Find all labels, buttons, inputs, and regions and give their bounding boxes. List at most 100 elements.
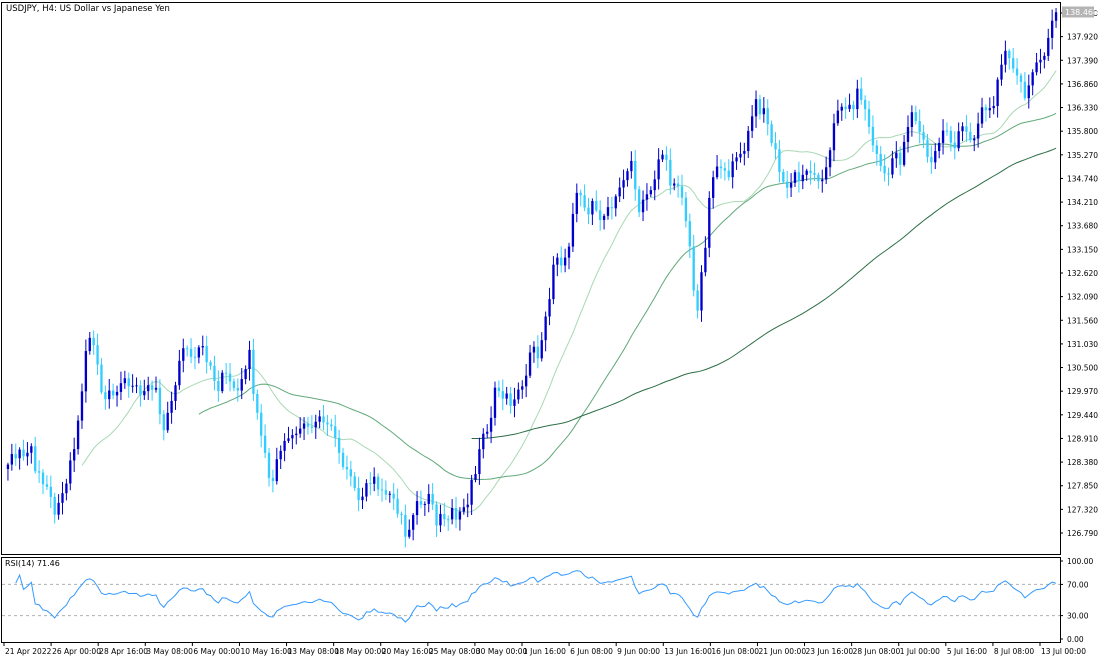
candle-bull [563,257,567,266]
candle-bear [930,157,933,163]
candle-bear [49,486,52,497]
candle-bull [30,446,33,453]
candle-bull [170,400,173,413]
candle-bull [1050,20,1054,38]
candle-bull [61,493,64,503]
candle-bear [22,449,25,457]
candle-bear [536,346,540,359]
candle-bull [462,507,465,512]
candle-bull [373,476,376,484]
price-tick-label: 127.320 [1067,505,1098,514]
candle-bear [322,416,325,423]
candle-bull [10,454,14,465]
candle-bull [143,391,146,396]
candle-bull [299,428,302,434]
candle-bull [513,399,516,406]
moving-average-line-20 [81,70,1057,513]
current-price-label: 138.468 [1065,8,1098,17]
candle-bear [692,246,695,291]
price-tick-label: 129.440 [1067,411,1098,420]
candle-bear [560,257,563,266]
candle-bull [540,340,543,359]
rsi-line [15,570,1057,623]
time-tick-label: 8 Jul 08:00 [994,647,1034,656]
candle-bear [454,508,458,520]
candle-bull [712,177,715,198]
candle-bear [205,346,208,363]
candle-bear [404,514,407,537]
candle-bull [291,435,294,439]
candle-bear [96,345,99,365]
candle-bear [334,426,337,438]
time-tick-label: 1 Jun 16:00 [523,647,566,656]
candle-bear [384,490,388,495]
rsi-tick-label: 100.00 [1067,557,1093,566]
candle-bear [162,414,165,431]
candle-bull [556,257,559,265]
candle-bull [197,347,201,358]
candle-bear [104,392,107,400]
candle-bear [189,348,193,357]
candle-bear [696,290,699,311]
time-tick-label: 23 Jun 16:00 [806,647,854,656]
candle-bull [657,159,660,180]
candle-bull [135,385,138,387]
candle-bear [447,519,450,521]
candle-bear [357,488,360,501]
price-tick-label: 135.270 [1067,151,1098,160]
candle-bull [1047,37,1050,56]
candle-bear [969,131,972,141]
candle-bear [1012,58,1015,69]
candle-bull [65,483,68,494]
candle-bull [548,299,551,317]
candle-bull [614,196,617,209]
candle-bull [832,123,836,151]
candle-bear [53,496,56,515]
candle-bull [708,197,711,248]
price-tick-label: 128.910 [1067,434,1098,443]
candle-bear [766,108,769,125]
price-tick-label: 137.920 [1067,33,1098,42]
candle-bull [486,431,489,434]
candle-bull [26,452,29,457]
price-tick-label: 134.740 [1067,174,1098,183]
candle-bear [875,145,878,154]
candle-bear [1015,68,1019,76]
candle-bear [1019,75,1023,82]
candle-bull [754,99,758,117]
rsi-tick-label: 70.00 [1067,580,1089,589]
time-tick-label: 13 Jul 00:00 [1041,647,1086,656]
candle-bull [240,379,243,391]
candle-bull [747,130,750,152]
price-tick-label: 128.380 [1067,458,1098,467]
candle-bear [1023,81,1027,99]
candle-bear [809,170,812,174]
candle-bear [228,373,232,382]
candle-bear [634,160,637,190]
candle-bull [108,390,111,400]
candle-bull [825,167,828,180]
price-tick-label: 129.970 [1067,387,1098,396]
current-price-tag [1062,6,1094,18]
candle-bull [731,161,734,178]
candle-bull [302,423,306,429]
price-tick-label: 135.800 [1067,127,1098,136]
candle-bear [431,493,434,505]
candle-bull [166,412,169,431]
candle-bull [750,116,754,131]
candle-bear [111,390,115,396]
candle-bull [641,199,645,213]
candle-bull [84,351,88,392]
candle-bear [14,454,17,459]
candle-bear [669,159,672,186]
candle-bear [380,489,384,491]
candle-bull [976,123,980,139]
candle-bull [1035,62,1038,73]
candle-bull [1000,64,1003,80]
candle-bull [704,247,707,273]
candle-bull [801,174,804,182]
candle-bear [41,472,45,485]
candle-bull [910,112,914,128]
candle-bear [844,106,847,109]
